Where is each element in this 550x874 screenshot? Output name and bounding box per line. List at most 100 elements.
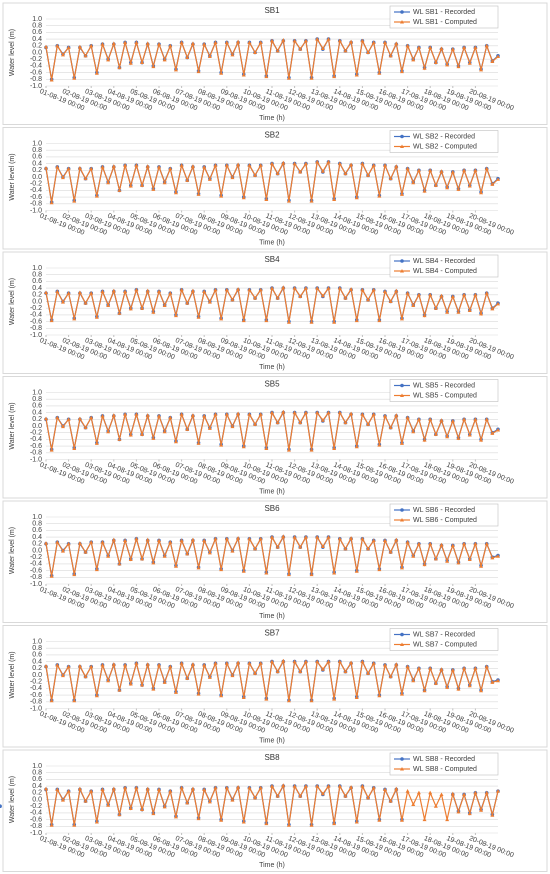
data-point: [213, 40, 218, 44]
data-point: [162, 429, 167, 434]
data-point: [445, 434, 450, 439]
data-point: [484, 166, 489, 171]
data-point: [83, 674, 88, 679]
y-axis-label: Water level (m): [9, 402, 16, 449]
data-point: [496, 54, 500, 59]
y-tick-label: 0.6: [32, 652, 42, 659]
data-point: [445, 685, 450, 689]
data-point: [202, 42, 207, 46]
y-tick-label: 0.0: [32, 423, 42, 430]
data-point: [66, 664, 71, 669]
y-tick-label: 0.4: [32, 285, 42, 292]
data-point: [456, 560, 461, 565]
data-point: [281, 285, 286, 289]
data-point: [309, 76, 314, 80]
data-point: [411, 802, 416, 807]
data-point: [241, 444, 246, 449]
data-point: [100, 787, 105, 791]
data-point: [264, 570, 269, 575]
legend-label: WL SB1 - Recorded: [413, 9, 475, 16]
data-point: [343, 794, 348, 798]
data-point: [264, 821, 269, 826]
data-point: [162, 303, 167, 308]
data-point: [343, 48, 348, 53]
data-point: [236, 287, 241, 291]
data-point: [496, 789, 500, 793]
data-point: [270, 659, 274, 664]
data-point: [145, 288, 150, 293]
data-point: [371, 661, 376, 665]
data-point: [55, 43, 60, 48]
data-point: [247, 536, 252, 541]
data-point: [399, 69, 404, 74]
data-point: [343, 546, 348, 551]
y-tick-label: -0.6: [30, 816, 42, 823]
data-point: [123, 538, 128, 542]
data-point: [264, 318, 269, 323]
y-tick-label: -0.6: [30, 318, 42, 325]
legend-marker: [400, 259, 404, 263]
data-point: [354, 695, 359, 699]
data-point: [111, 537, 116, 542]
data-point: [207, 550, 212, 555]
data-point: [473, 417, 478, 421]
data-point: [123, 662, 128, 667]
data-point: [298, 794, 303, 798]
data-point: [140, 432, 145, 436]
data-point: [213, 163, 218, 167]
data-point: [151, 560, 156, 565]
data-point: [292, 410, 297, 415]
legend-label: WL SB7 - Computed: [413, 641, 477, 648]
data-point: [320, 46, 325, 50]
data-point: [173, 67, 178, 72]
data-point: [433, 556, 438, 561]
data-point: [433, 306, 438, 310]
y-tick-label: 0.0: [32, 174, 42, 181]
data-point: [309, 199, 314, 203]
data-point: [349, 785, 354, 789]
data-point: [349, 536, 354, 540]
data-point: [332, 697, 337, 701]
data-point: [303, 784, 308, 788]
data-point: [383, 40, 387, 44]
y-tick-label: -1.0: [30, 456, 42, 463]
data-point: [140, 807, 145, 812]
data-point: [490, 431, 495, 435]
data-point: [303, 410, 308, 415]
data-point: [360, 536, 365, 541]
data-point: [253, 296, 258, 300]
chart-title: SB2: [264, 131, 280, 140]
data-point: [89, 166, 94, 171]
y-tick-label: 0.2: [32, 167, 42, 174]
data-point: [66, 166, 71, 171]
data-point: [207, 300, 212, 304]
data-point: [411, 303, 416, 308]
y-tick-label: 0.4: [32, 160, 42, 167]
data-point: [72, 572, 77, 577]
data-point: [190, 164, 195, 168]
panel-frame: [2, 127, 548, 250]
data-point: [72, 446, 77, 450]
data-point: [496, 177, 500, 181]
data-point: [207, 177, 212, 181]
data-point: [44, 786, 48, 791]
data-point: [202, 538, 207, 542]
data-point: [213, 785, 218, 790]
data-point: [247, 785, 252, 790]
data-point: [467, 683, 472, 688]
legend-marker: [400, 144, 404, 148]
data-point: [258, 661, 263, 665]
y-tick-label: 0.8: [32, 396, 42, 403]
data-point: [422, 438, 427, 442]
data-point: [55, 787, 60, 791]
data-point: [354, 72, 359, 77]
data-point: [196, 192, 201, 196]
data-point: [236, 660, 241, 665]
data-point: [422, 817, 427, 822]
data-point: [479, 438, 484, 442]
data-point: [450, 791, 455, 796]
series-line: [45, 37, 499, 81]
data-point: [179, 661, 184, 665]
data-point: [394, 662, 399, 666]
data-point: [151, 187, 156, 191]
